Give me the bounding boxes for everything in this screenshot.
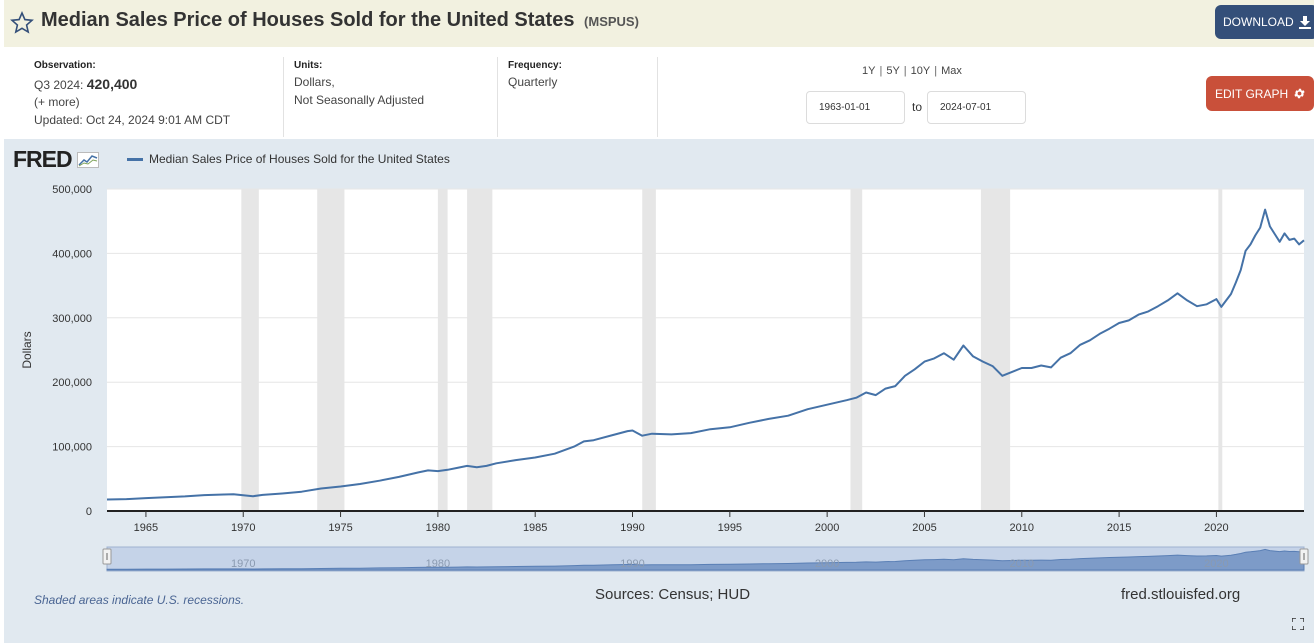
recession-band — [437, 189, 448, 511]
fullscreen-icon[interactable] — [1292, 618, 1304, 630]
navigator-tick-label: 1980 — [426, 558, 450, 570]
download-label: DOWNLOAD — [1223, 15, 1294, 29]
observation-value: 420,400 — [86, 76, 138, 92]
units-label: Units: — [294, 60, 323, 71]
edit-graph-label: EDIT GRAPH — [1215, 86, 1289, 101]
edit-graph-button[interactable]: EDIT GRAPH — [1206, 76, 1314, 111]
x-tick-label: 1970 — [231, 522, 255, 534]
x-tick-label: 1990 — [620, 522, 644, 534]
x-tick-label: 2015 — [1107, 522, 1131, 534]
recession-band — [642, 189, 656, 511]
start-date-input[interactable] — [806, 91, 905, 124]
range-separator: | — [903, 65, 907, 77]
navigator-tick-label: 2020 — [1204, 558, 1228, 570]
observation-period: Q3 2024: — [34, 78, 84, 92]
divider — [283, 57, 284, 137]
site-link[interactable]: fred.stlouisfed.org — [1121, 586, 1241, 603]
navigator-tick-label: 2000 — [815, 558, 839, 570]
x-tick-label: 1995 — [718, 522, 742, 534]
download-button[interactable]: DOWNLOAD — [1215, 5, 1314, 39]
observation-label: Observation: — [34, 60, 96, 71]
navigator-tick-label: 1970 — [231, 558, 255, 570]
title-text: Median Sales Price of Houses Sold for th… — [41, 9, 575, 31]
y-tick-label: 500,000 — [52, 184, 92, 196]
series-line — [106, 208, 1305, 501]
star-icon[interactable] — [10, 11, 34, 35]
download-icon — [1298, 15, 1311, 29]
range-10y-link[interactable]: 10Y — [910, 65, 931, 77]
recession-band — [1218, 189, 1223, 511]
divider — [657, 57, 658, 137]
page-title: Median Sales Price of Houses Sold for th… — [41, 9, 639, 32]
recession-band — [317, 189, 345, 511]
more-link[interactable]: (+ more) — [34, 95, 80, 109]
x-tick-label: 1965 — [134, 522, 158, 534]
y-tick-label: 300,000 — [52, 313, 92, 325]
navigator-tick-label: 2010 — [1010, 558, 1034, 570]
x-tick-label: 1980 — [426, 522, 450, 534]
units-line2: Not Seasonally Adjusted — [294, 93, 425, 107]
x-tick-label: 1985 — [523, 522, 547, 534]
navigator-tick-label: 1990 — [620, 558, 644, 570]
range-5y-link[interactable]: 5Y — [886, 65, 900, 77]
y-tick-label: 200,000 — [52, 377, 92, 389]
legend-label: Median Sales Price of Houses Sold for th… — [149, 152, 450, 166]
logo-chart-icon — [77, 152, 100, 168]
y-axis-label: Dollars — [20, 331, 34, 368]
x-tick-label: 2020 — [1204, 522, 1228, 534]
y-tick-label: 400,000 — [52, 248, 92, 260]
recession-band — [241, 189, 259, 511]
gear-icon — [1294, 88, 1305, 99]
legend-swatch — [127, 157, 143, 161]
sources-text: Sources: Census; HUD — [595, 586, 751, 603]
logo-text: FRED — [13, 146, 73, 172]
recession-band — [467, 189, 493, 511]
navigator-series — [106, 548, 1305, 571]
recession-band — [850, 189, 863, 511]
range-max-link[interactable]: Max — [941, 65, 962, 77]
to-label: to — [912, 100, 923, 114]
plot-area — [107, 189, 1304, 511]
updated-text: Updated: Oct 24, 2024 9:01 AM CDT — [34, 113, 231, 127]
range-1y-link[interactable]: 1Y — [862, 65, 876, 77]
frequency-label: Frequency: — [508, 60, 562, 71]
end-date-input[interactable] — [927, 91, 1026, 124]
title-bar: Median Sales Price of Houses Sold for th… — [4, 0, 1314, 47]
units-line1: Dollars, — [294, 75, 335, 89]
x-tick-label: 2010 — [1010, 522, 1034, 534]
x-tick-label: 1975 — [328, 522, 352, 534]
divider — [497, 57, 498, 137]
fred-logo: FRED — [13, 146, 100, 173]
range-separator: | — [934, 65, 938, 77]
chart-legend[interactable]: Median Sales Price of Houses Sold for th… — [127, 152, 450, 166]
y-tick-label: 100,000 — [52, 442, 92, 454]
recession-band — [980, 189, 1011, 511]
recession-note: Shaded areas indicate U.S. recessions. — [34, 593, 245, 607]
range-links: 1Y | 5Y | 10Y | Max — [862, 65, 962, 77]
y-tick-label: 0 — [86, 506, 92, 518]
frequency-value: Quarterly — [508, 75, 558, 89]
x-tick-label: 2005 — [912, 522, 936, 534]
x-tick-label: 2000 — [815, 522, 839, 534]
observation-line: Q3 2024: 420,400 — [34, 75, 137, 94]
series-id: (MSPUS) — [584, 14, 639, 29]
range-separator: | — [879, 65, 883, 77]
